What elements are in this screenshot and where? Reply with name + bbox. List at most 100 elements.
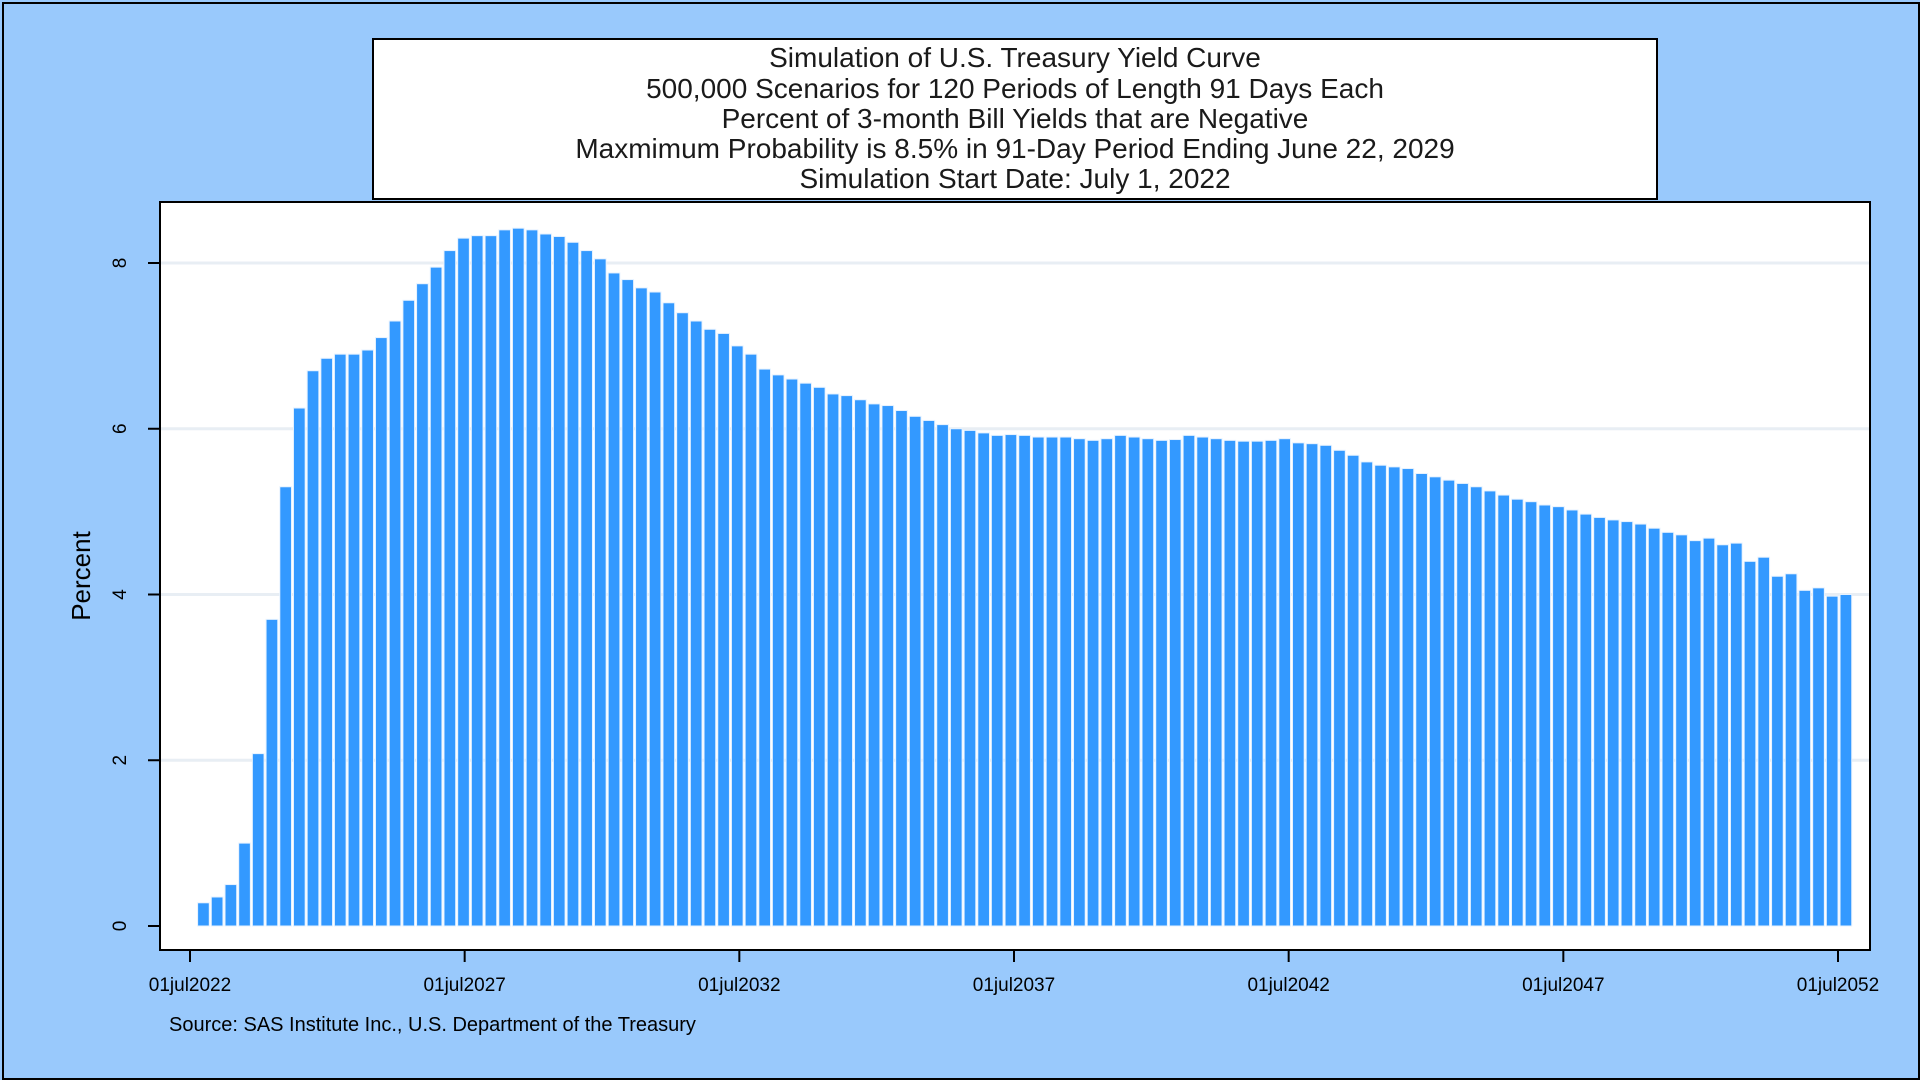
- bar-46: [826, 393, 840, 927]
- bar-85: [1360, 461, 1374, 927]
- bar-49: [867, 403, 881, 927]
- bar-106: [1647, 527, 1661, 927]
- bar-87: [1387, 466, 1401, 927]
- bar-51: [895, 410, 908, 927]
- bar-89: [1415, 473, 1428, 927]
- bar-57: [977, 432, 990, 927]
- bar-27: [566, 241, 580, 927]
- bar-105: [1634, 523, 1647, 927]
- bar-116: [1784, 573, 1798, 927]
- y-axis: 0 2 4 6 8: [110, 258, 160, 931]
- bar-75: [1223, 439, 1237, 927]
- bar-14: [388, 320, 402, 927]
- bar-39: [730, 345, 744, 927]
- bar-67: [1114, 434, 1127, 927]
- bar-33: [648, 291, 662, 927]
- bar-55: [949, 428, 963, 927]
- bar-97: [1524, 501, 1538, 927]
- bar-62: [1045, 436, 1059, 927]
- bar-78: [1264, 439, 1278, 927]
- bar-15: [402, 299, 416, 927]
- bar-43: [785, 378, 799, 927]
- bar-52: [908, 415, 922, 927]
- bar-80: [1292, 442, 1305, 927]
- bar-112: [1729, 542, 1743, 927]
- bar-69: [1141, 438, 1155, 927]
- bar-96: [1510, 498, 1524, 927]
- bar-65: [1086, 439, 1100, 927]
- bar-99: [1552, 506, 1565, 927]
- bar-82: [1319, 444, 1333, 927]
- title-box: [372, 38, 1658, 200]
- bars: [197, 227, 1853, 927]
- bar-18: [443, 250, 457, 927]
- bar-4: [251, 753, 265, 927]
- bar-50: [881, 405, 895, 927]
- x-axis: 01jul2022 01jul2027 01jul2032 01jul2037 01ju…: [149, 950, 1879, 996]
- bar-102: [1593, 516, 1606, 927]
- bar-98: [1538, 504, 1552, 927]
- bar-2: [224, 884, 238, 927]
- bar-104: [1620, 521, 1634, 927]
- bar-86: [1374, 464, 1387, 927]
- bar-107: [1661, 531, 1675, 927]
- bar-77: [1250, 440, 1264, 927]
- x-tick-label-01jul2052: 01jul2052: [1797, 975, 1879, 996]
- bar-58: [990, 434, 1004, 927]
- bar-22: [498, 229, 511, 927]
- x-tick-label-01jul2047: 01jul2047: [1522, 975, 1604, 996]
- bar-23: [511, 227, 525, 927]
- chart-title-line-2: 500,000 Scenarios for 120 Periods of Len…: [646, 73, 1384, 104]
- bar-36: [689, 320, 703, 927]
- bar-54: [936, 424, 949, 927]
- bar-118: [1812, 587, 1825, 927]
- bar-114: [1757, 556, 1771, 927]
- bar-108: [1675, 534, 1688, 927]
- bar-92: [1456, 482, 1469, 927]
- bar-37: [703, 328, 717, 927]
- bar-34: [662, 302, 676, 927]
- bar-48: [854, 399, 867, 927]
- bar-13: [374, 337, 388, 927]
- bar-120: [1839, 594, 1853, 927]
- chart-title-line-3: Percent of 3-month Bill Yields that are …: [722, 103, 1309, 134]
- bar-110: [1702, 537, 1716, 927]
- bar-6: [279, 486, 292, 927]
- bar-44: [799, 382, 812, 927]
- bar-71: [1168, 439, 1182, 927]
- bar-0: [197, 902, 210, 927]
- bar-76: [1237, 440, 1250, 927]
- bar-94: [1483, 490, 1497, 927]
- bar-38: [717, 332, 730, 927]
- bar-93: [1469, 486, 1483, 927]
- bar-119: [1825, 595, 1839, 927]
- bar-31: [621, 279, 635, 927]
- bar-113: [1743, 560, 1757, 927]
- bar-47: [840, 395, 854, 927]
- chart-title-line-4: Maxmimum Probability is 8.5% in 91-Day P…: [575, 133, 1454, 164]
- x-tick-label-01jul2037: 01jul2037: [973, 975, 1055, 996]
- bar-56: [963, 429, 977, 927]
- bar-73: [1196, 436, 1209, 927]
- bar-40: [744, 353, 758, 927]
- bar-5: [265, 618, 279, 927]
- y-tick-label-8: 8: [110, 258, 131, 269]
- bar-7: [292, 407, 306, 927]
- bar-8: [306, 370, 320, 927]
- bar-10: [333, 353, 347, 927]
- y-tick-label-4: 4: [110, 589, 131, 600]
- bar-32: [635, 287, 648, 927]
- bar-21: [484, 235, 498, 927]
- bar-66: [1100, 438, 1114, 927]
- bar-26: [552, 235, 566, 927]
- bar-95: [1497, 494, 1510, 927]
- bar-103: [1606, 519, 1620, 927]
- bar-9: [320, 357, 334, 927]
- x-tick-label-01jul2027: 01jul2027: [423, 975, 505, 996]
- bar-70: [1155, 439, 1168, 927]
- bar-17: [429, 266, 443, 927]
- bar-63: [1059, 436, 1073, 927]
- bar-72: [1182, 434, 1196, 927]
- chart-title-line-1: Simulation of U.S. Treasury Yield Curve: [769, 42, 1261, 73]
